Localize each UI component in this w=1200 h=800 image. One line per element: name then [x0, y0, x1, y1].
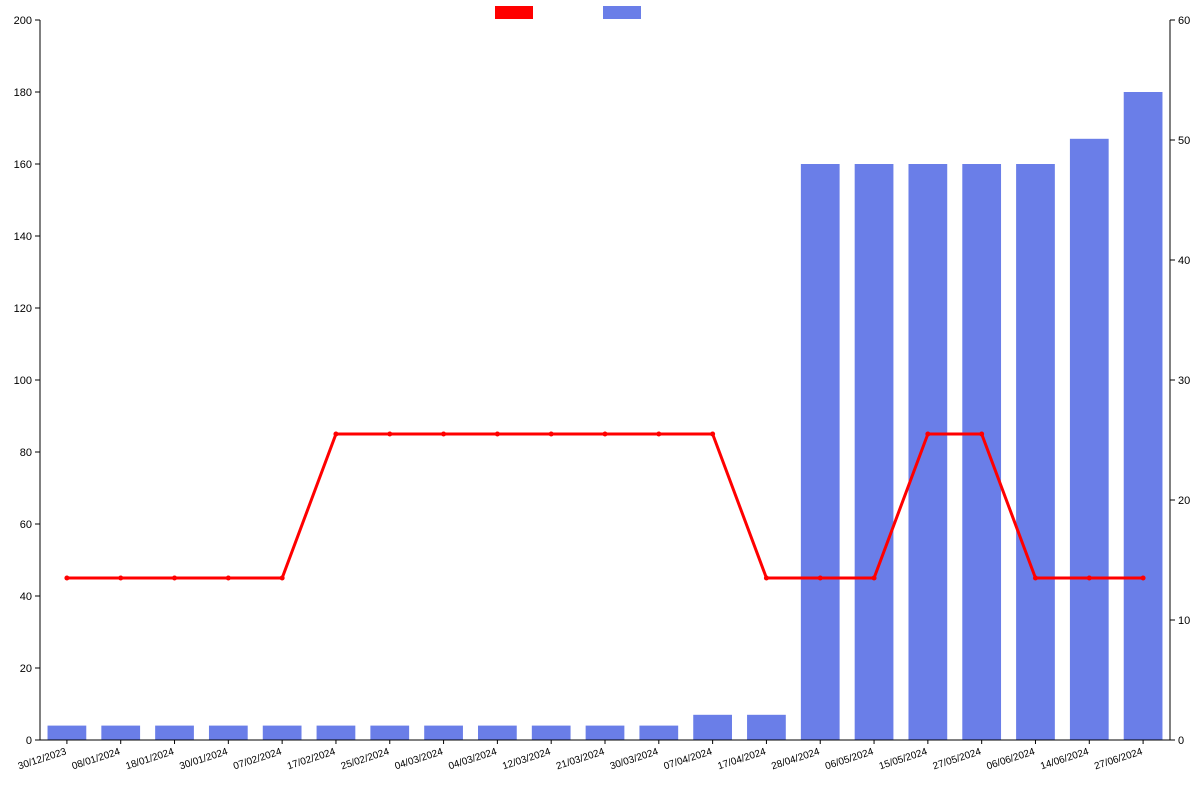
bar	[962, 164, 1001, 740]
bar	[639, 726, 678, 740]
y-left-tick-label: 20	[20, 663, 32, 675]
line-marker	[1087, 576, 1092, 581]
line-marker	[979, 432, 984, 437]
y-left-tick-label: 160	[14, 159, 32, 171]
bar	[855, 164, 894, 740]
line-marker	[925, 432, 930, 437]
bar	[801, 164, 840, 740]
bar	[478, 726, 517, 740]
y-right-tick-label: 20	[1178, 495, 1190, 507]
bar	[155, 726, 194, 740]
bar	[209, 726, 248, 740]
bar	[1070, 139, 1109, 740]
line-marker	[549, 432, 554, 437]
bar	[263, 726, 302, 740]
line-marker	[818, 576, 823, 581]
bar	[101, 726, 140, 740]
bar	[424, 726, 463, 740]
bar	[1124, 92, 1163, 740]
y-right-tick-label: 10	[1178, 615, 1190, 627]
y-left-tick-label: 60	[20, 519, 32, 531]
y-left-tick-label: 140	[14, 231, 32, 243]
chart-container: 0 20 40 60 80 100 120 140 160 180 200 0 10 20 30 40 50 60…	[0, 0, 1200, 800]
bar	[532, 726, 571, 740]
line-marker	[603, 432, 608, 437]
bar	[317, 726, 356, 740]
bar	[747, 715, 786, 740]
y-left-tick-label: 40	[20, 591, 32, 603]
y-left-tick-label: 100	[14, 375, 32, 387]
legend-swatch	[495, 6, 533, 19]
line-marker	[495, 432, 500, 437]
line-marker	[872, 576, 877, 581]
bar	[370, 726, 409, 740]
line-marker	[441, 432, 446, 437]
line-marker	[710, 432, 715, 437]
y-right-tick-label: 30	[1178, 375, 1190, 387]
y-left-tick-label: 200	[14, 15, 32, 27]
bar	[1016, 164, 1055, 740]
line-marker	[64, 576, 69, 581]
y-right-tick-label: 0	[1178, 735, 1184, 747]
line-marker	[387, 432, 392, 437]
line-marker	[226, 576, 231, 581]
line-marker	[172, 576, 177, 581]
y-left-tick-label: 80	[20, 447, 32, 459]
line-marker	[764, 576, 769, 581]
line-marker	[1033, 576, 1038, 581]
y-left-tick-label: 120	[14, 303, 32, 315]
bar	[586, 726, 625, 740]
line-marker	[280, 576, 285, 581]
y-right-tick-label: 60	[1178, 15, 1190, 27]
y-left-tick-label: 180	[14, 87, 32, 99]
line-marker	[656, 432, 661, 437]
legend-swatch	[603, 6, 641, 19]
bar	[693, 715, 732, 740]
bar	[908, 164, 947, 740]
line-marker	[1141, 576, 1146, 581]
y-right-tick-label: 40	[1178, 255, 1190, 267]
y-left-tick-label: 0	[26, 735, 32, 747]
line-marker	[333, 432, 338, 437]
line-marker	[118, 576, 123, 581]
combo-chart: 0 20 40 60 80 100 120 140 160 180 200 0 10 20 30 40 50 60…	[0, 0, 1200, 800]
y-right-tick-label: 50	[1178, 135, 1190, 147]
bar	[48, 726, 87, 740]
